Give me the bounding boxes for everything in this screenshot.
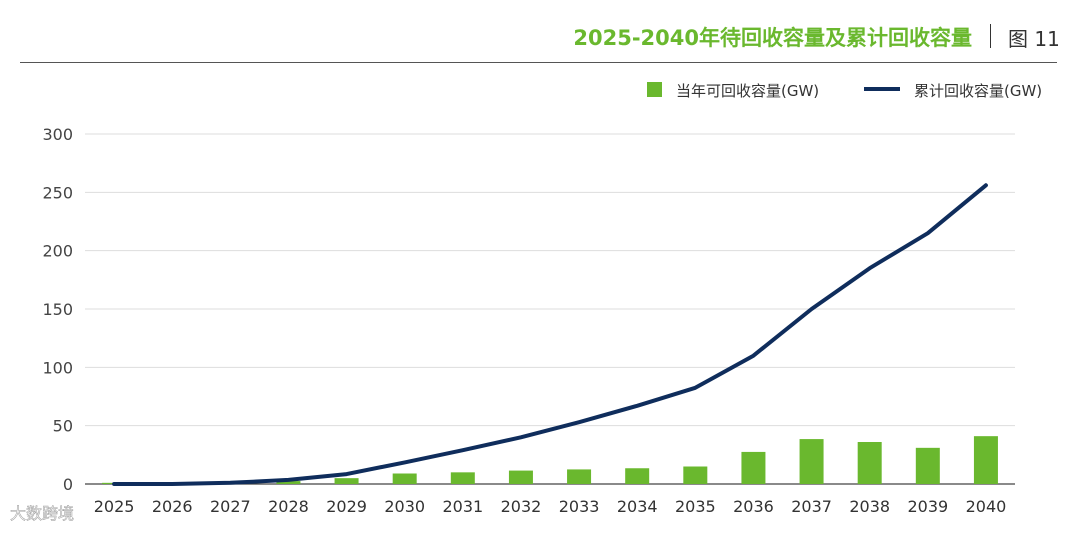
bar-series — [102, 436, 998, 484]
legend-bar-swatch — [647, 82, 662, 97]
y-tick-label: 250 — [42, 183, 73, 202]
figure-label: 图 11 — [1008, 27, 1060, 51]
bar-2040 — [973, 436, 998, 484]
x-tick-label: 2038 — [849, 497, 890, 516]
bar-2034 — [625, 468, 650, 484]
bar-2035 — [683, 466, 708, 484]
chart-title: 2025-2040年待回收容量及累计回收容量 — [573, 26, 972, 50]
y-tick-label: 50 — [53, 417, 73, 436]
bar-2037 — [799, 439, 824, 484]
x-tick-label: 2036 — [733, 497, 774, 516]
x-tick-label: 2025 — [94, 497, 135, 516]
x-tick-label: 2028 — [268, 497, 309, 516]
header-rule — [20, 62, 1057, 63]
y-tick-label: 100 — [42, 358, 73, 377]
bar-2029 — [334, 478, 359, 484]
bar-2038 — [857, 442, 882, 484]
y-tick-label: 300 — [42, 125, 73, 144]
x-tick-label: 2033 — [559, 497, 600, 516]
bar-2030 — [392, 473, 417, 484]
y-axis: 0 50 100 150 200 250 300 — [42, 125, 73, 494]
legend-line-label: 累计回收容量(GW) — [914, 82, 1042, 100]
x-tick-label: 2039 — [907, 497, 948, 516]
y-tick-label: 150 — [42, 300, 73, 319]
gridlines — [85, 133, 1015, 485]
line-series — [112, 183, 988, 486]
cumulative-line — [112, 183, 988, 486]
x-tick-label: 2040 — [966, 497, 1007, 516]
bar-2032 — [508, 470, 533, 484]
legend-bar-label: 当年可回收容量(GW) — [676, 82, 819, 100]
x-tick-label: 2027 — [210, 497, 251, 516]
x-axis: 2025 2026 2027 2028 2029 2030 2031 2032 2033 2034… — [94, 497, 1007, 516]
chart-header: 2025-2040年待回收容量及累计回收容量 图 11 — [0, 0, 1080, 64]
x-tick-label: 2034 — [617, 497, 658, 516]
bar-2028 — [276, 481, 301, 484]
legend: 当年可回收容量(GW) 累计回收容量(GW) — [647, 82, 1042, 100]
bar-2036 — [741, 451, 766, 484]
title-separator — [990, 24, 991, 48]
bar-2033 — [567, 469, 592, 484]
watermark: 大数跨境 — [10, 504, 75, 524]
x-tick-label: 2037 — [791, 497, 832, 516]
bar-2039 — [915, 447, 940, 484]
x-tick-label: 2026 — [152, 497, 193, 516]
x-tick-label: 2029 — [326, 497, 367, 516]
x-tick-label: 2031 — [442, 497, 483, 516]
x-tick-label: 2032 — [501, 497, 542, 516]
y-tick-label: 0 — [63, 475, 73, 494]
x-tick-label: 2035 — [675, 497, 716, 516]
y-tick-label: 200 — [42, 242, 73, 261]
bar-2031 — [450, 472, 475, 484]
x-tick-label: 2030 — [384, 497, 425, 516]
